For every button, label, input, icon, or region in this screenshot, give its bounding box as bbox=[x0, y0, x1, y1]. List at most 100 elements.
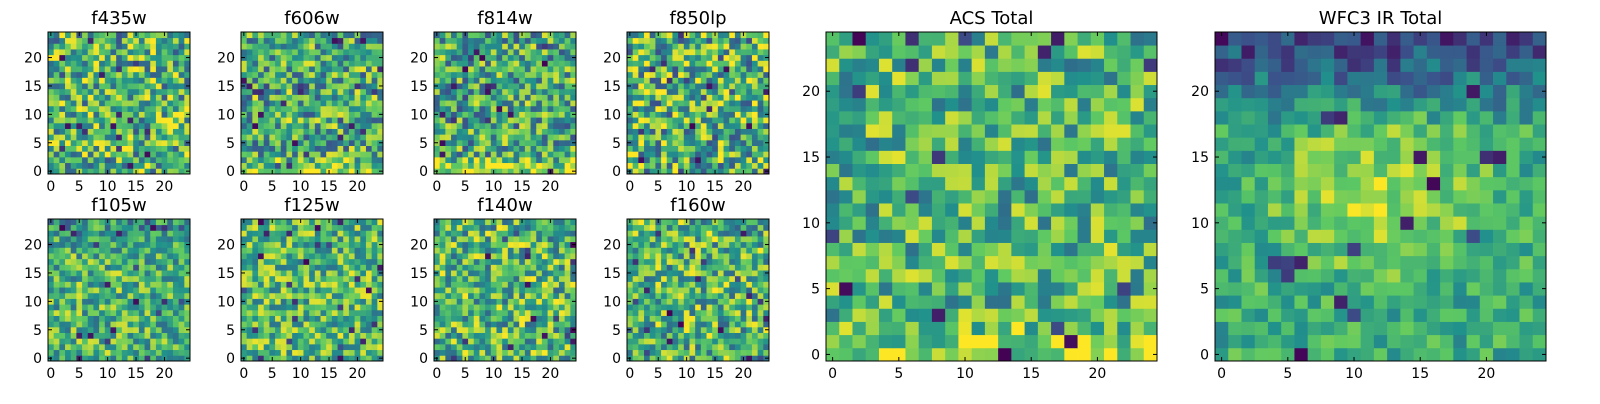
heatmap-cell bbox=[485, 344, 491, 350]
heatmap-cell bbox=[689, 94, 695, 100]
heatmap-cell bbox=[474, 72, 480, 78]
heatmap-cell bbox=[65, 146, 71, 152]
heatmap-cell bbox=[128, 168, 134, 174]
heatmap-cell bbox=[309, 117, 315, 123]
heatmap-cell bbox=[525, 77, 531, 83]
x-tick-label: 10 bbox=[99, 366, 117, 382]
heatmap-cell bbox=[627, 43, 633, 49]
heatmap-cell bbox=[655, 89, 661, 95]
heatmap-cell bbox=[752, 327, 758, 333]
heatmap-cell bbox=[179, 310, 185, 316]
heatmap-cell bbox=[468, 151, 474, 157]
heatmap-cell bbox=[451, 247, 457, 253]
heatmap-cell bbox=[457, 304, 463, 310]
heatmap-cell bbox=[514, 264, 520, 270]
heatmap-cell bbox=[514, 77, 520, 83]
heatmap-cell bbox=[655, 321, 661, 327]
heatmap-cell bbox=[105, 264, 111, 270]
heatmap-cell bbox=[99, 77, 105, 83]
heatmap-cell bbox=[275, 123, 281, 129]
heatmap-cell bbox=[542, 304, 548, 310]
heatmap-cell bbox=[82, 60, 88, 66]
heatmap-cell bbox=[71, 60, 77, 66]
heatmap-cell bbox=[627, 304, 633, 310]
heatmap-cell bbox=[741, 276, 747, 282]
heatmap-cell bbox=[536, 270, 542, 276]
heatmap-cell bbox=[661, 276, 667, 282]
heatmap-cell bbox=[746, 60, 752, 66]
heatmap-cell bbox=[65, 304, 71, 310]
heatmap-cell bbox=[122, 83, 128, 89]
heatmap-cell bbox=[156, 77, 162, 83]
heatmap-cell bbox=[559, 236, 565, 242]
heatmap-cell bbox=[292, 276, 298, 282]
heatmap-cell bbox=[650, 276, 656, 282]
heatmap-cell bbox=[303, 316, 309, 322]
heatmap-cell bbox=[309, 32, 315, 38]
heatmap-cell bbox=[689, 123, 695, 129]
heatmap-cell bbox=[655, 66, 661, 72]
heatmap-cell bbox=[247, 276, 253, 282]
heatmap-cell bbox=[525, 281, 531, 287]
heatmap-cell bbox=[292, 134, 298, 140]
panel-title: f814w bbox=[477, 8, 532, 29]
heatmap-cell bbox=[366, 281, 372, 287]
heatmap-cell bbox=[286, 242, 292, 248]
heatmap-cell bbox=[82, 140, 88, 146]
heatmap-cell bbox=[247, 89, 253, 95]
heatmap-cell bbox=[377, 38, 383, 44]
heatmap-cell bbox=[298, 129, 304, 135]
heatmap-cell bbox=[451, 106, 457, 112]
heatmap-cell bbox=[445, 316, 451, 322]
heatmap-cell bbox=[502, 333, 508, 339]
heatmap-cell bbox=[633, 157, 639, 163]
heatmap-cell bbox=[321, 225, 327, 231]
heatmap-cell bbox=[553, 350, 559, 356]
heatmap-cell bbox=[695, 304, 701, 310]
heatmap-cell bbox=[179, 236, 185, 242]
heatmap-cell bbox=[110, 230, 116, 236]
heatmap-cell bbox=[440, 100, 446, 106]
heatmap-cell bbox=[366, 60, 372, 66]
heatmap-cell bbox=[468, 94, 474, 100]
heatmap-cell bbox=[184, 123, 190, 129]
heatmap-cell bbox=[678, 43, 684, 49]
heatmap-cell bbox=[247, 304, 253, 310]
heatmap-cell bbox=[241, 310, 247, 316]
heatmap-cell bbox=[332, 293, 338, 299]
heatmap-cell bbox=[701, 66, 707, 72]
heatmap-cell bbox=[763, 151, 769, 157]
heatmap-cell bbox=[440, 355, 446, 361]
heatmap-cell bbox=[247, 270, 253, 276]
heatmap-cell bbox=[122, 134, 128, 140]
x-tick-label: 15 bbox=[513, 179, 531, 195]
heatmap-cell bbox=[167, 321, 173, 327]
heatmap-cell bbox=[326, 117, 332, 123]
heatmap-cell bbox=[519, 89, 525, 95]
heatmap-cell bbox=[445, 129, 451, 135]
heatmap-cell bbox=[627, 89, 633, 95]
heatmap-cell bbox=[156, 310, 162, 316]
heatmap-cell bbox=[559, 350, 565, 356]
heatmap-cell bbox=[122, 123, 128, 129]
heatmap-cell bbox=[128, 310, 134, 316]
heatmap-cell bbox=[122, 100, 128, 106]
heatmap-cell bbox=[491, 259, 497, 265]
heatmap-cell bbox=[633, 55, 639, 61]
heatmap-cell bbox=[638, 134, 644, 140]
heatmap-cell bbox=[298, 333, 304, 339]
heatmap-cell bbox=[286, 72, 292, 78]
heatmap-cell bbox=[508, 134, 514, 140]
heatmap-cell bbox=[162, 60, 168, 66]
heatmap-cell bbox=[105, 310, 111, 316]
heatmap-cell bbox=[440, 225, 446, 231]
heatmap-cell bbox=[88, 310, 94, 316]
heatmap-cell bbox=[286, 112, 292, 118]
heatmap-cell bbox=[247, 163, 253, 169]
heatmap-cell bbox=[445, 89, 451, 95]
heatmap-cell bbox=[542, 293, 548, 299]
heatmap-cell bbox=[321, 327, 327, 333]
heatmap-cell bbox=[258, 83, 264, 89]
heatmap-cell bbox=[65, 242, 71, 248]
heatmap-cell bbox=[292, 338, 298, 344]
